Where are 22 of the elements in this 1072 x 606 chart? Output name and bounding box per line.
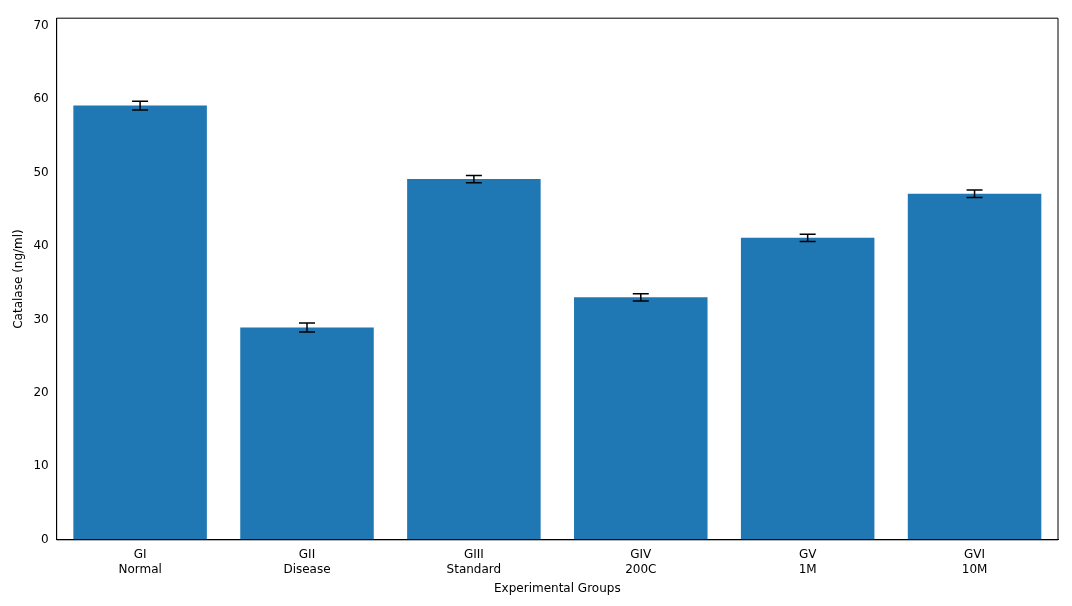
bar <box>407 179 541 540</box>
y-tick-label: 20 <box>33 385 49 399</box>
bar <box>574 297 708 540</box>
x-axis-title: Experimental Groups <box>494 580 621 595</box>
y-tick-label: 70 <box>33 17 49 32</box>
bar <box>740 237 875 540</box>
y-tick-label: 10 <box>33 458 49 473</box>
bar <box>240 327 374 540</box>
y-tick-label: 50 <box>33 164 49 179</box>
x-tick-label: GII Disease <box>283 547 331 576</box>
bar <box>907 193 1042 540</box>
x-tick-label: GIII Standard <box>446 547 502 576</box>
y-tick-label: 60 <box>33 91 49 106</box>
y-tick-label: 0 <box>41 531 49 546</box>
y-axis-title: Catalase (ng/ml) <box>11 229 26 329</box>
x-tick-label: GV 1M <box>798 547 818 576</box>
x-tick-label: GVI 10M <box>961 547 988 576</box>
bar <box>73 105 207 540</box>
y-tick-label: 40 <box>33 238 49 253</box>
y-tick-label: 30 <box>33 311 49 326</box>
x-tick-label: GIV 200C <box>625 547 657 576</box>
x-tick-label: GI Normal <box>118 547 162 576</box>
